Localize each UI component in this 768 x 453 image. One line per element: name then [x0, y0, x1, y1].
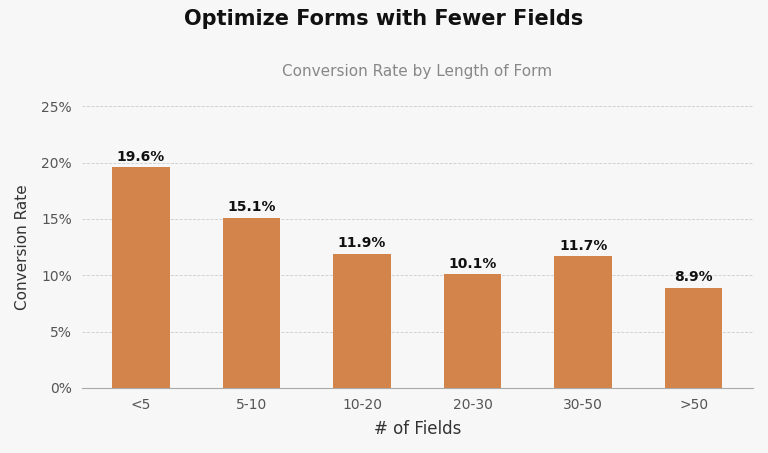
X-axis label: # of Fields: # of Fields	[373, 420, 461, 438]
Text: Optimize Forms with Fewer Fields: Optimize Forms with Fewer Fields	[184, 9, 584, 29]
Text: 11.9%: 11.9%	[338, 236, 386, 251]
Title: Conversion Rate by Length of Form: Conversion Rate by Length of Form	[282, 63, 552, 78]
Bar	[333, 254, 391, 388]
Bar	[223, 218, 280, 388]
Text: 15.1%: 15.1%	[227, 200, 276, 214]
Text: 19.6%: 19.6%	[117, 149, 165, 164]
Bar	[112, 167, 170, 388]
Text: 11.7%: 11.7%	[559, 239, 607, 253]
Text: 10.1%: 10.1%	[449, 257, 497, 271]
Text: 8.9%: 8.9%	[674, 270, 713, 284]
Bar	[665, 288, 723, 388]
Y-axis label: Conversion Rate: Conversion Rate	[15, 184, 30, 310]
Bar	[444, 274, 502, 388]
Bar	[554, 256, 612, 388]
